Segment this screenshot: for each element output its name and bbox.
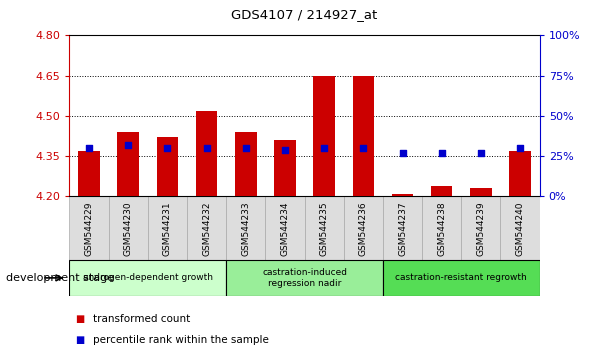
Point [320,145,329,151]
Text: development stage: development stage [6,273,114,283]
Point [437,150,446,156]
Text: percentile rank within the sample: percentile rank within the sample [93,335,270,345]
Point [123,142,133,148]
Bar [470,188,491,196]
Bar [500,196,540,260]
Bar [383,260,540,296]
Bar [265,196,305,260]
Bar [187,196,226,260]
Bar [353,76,374,196]
Text: transformed count: transformed count [93,314,191,324]
Point [398,150,408,156]
Bar [226,260,383,296]
Point [201,145,212,151]
Text: GSM544231: GSM544231 [163,201,172,256]
Text: GSM544234: GSM544234 [280,201,289,256]
Text: GSM544230: GSM544230 [124,201,133,256]
Point [476,150,486,156]
Text: GSM544235: GSM544235 [320,201,329,256]
Point [280,147,290,153]
Bar [226,196,265,260]
Bar [461,196,500,260]
Text: GSM544240: GSM544240 [516,201,525,256]
Text: GSM544236: GSM544236 [359,201,368,256]
Bar [510,151,531,196]
Bar [196,110,217,196]
Text: GSM544239: GSM544239 [476,201,485,256]
Bar [235,132,256,196]
Point [515,145,525,151]
Point [358,145,368,151]
Bar [78,151,99,196]
Bar [69,260,226,296]
Text: castration-induced
regression nadir: castration-induced regression nadir [262,268,347,287]
Text: GSM544238: GSM544238 [437,201,446,256]
Text: GSM544237: GSM544237 [398,201,407,256]
Text: GDS4107 / 214927_at: GDS4107 / 214927_at [232,8,377,21]
Bar [383,196,422,260]
Bar [392,194,413,196]
Bar [69,196,109,260]
Bar [314,76,335,196]
Bar [344,196,383,260]
Text: androgen-dependent growth: androgen-dependent growth [83,273,213,282]
Bar [422,196,461,260]
Bar [157,137,178,196]
Bar [148,196,187,260]
Point [241,145,251,151]
Text: ■: ■ [75,314,84,324]
Text: ■: ■ [75,335,84,345]
Bar [305,196,344,260]
Bar [109,196,148,260]
Text: GSM544232: GSM544232 [202,201,211,256]
Text: castration-resistant regrowth: castration-resistant regrowth [396,273,527,282]
Point [84,145,94,151]
Text: GSM544229: GSM544229 [84,201,93,256]
Point [162,145,172,151]
Bar [274,140,295,196]
Bar [118,132,139,196]
Text: GSM544233: GSM544233 [241,201,250,256]
Bar [431,186,452,196]
